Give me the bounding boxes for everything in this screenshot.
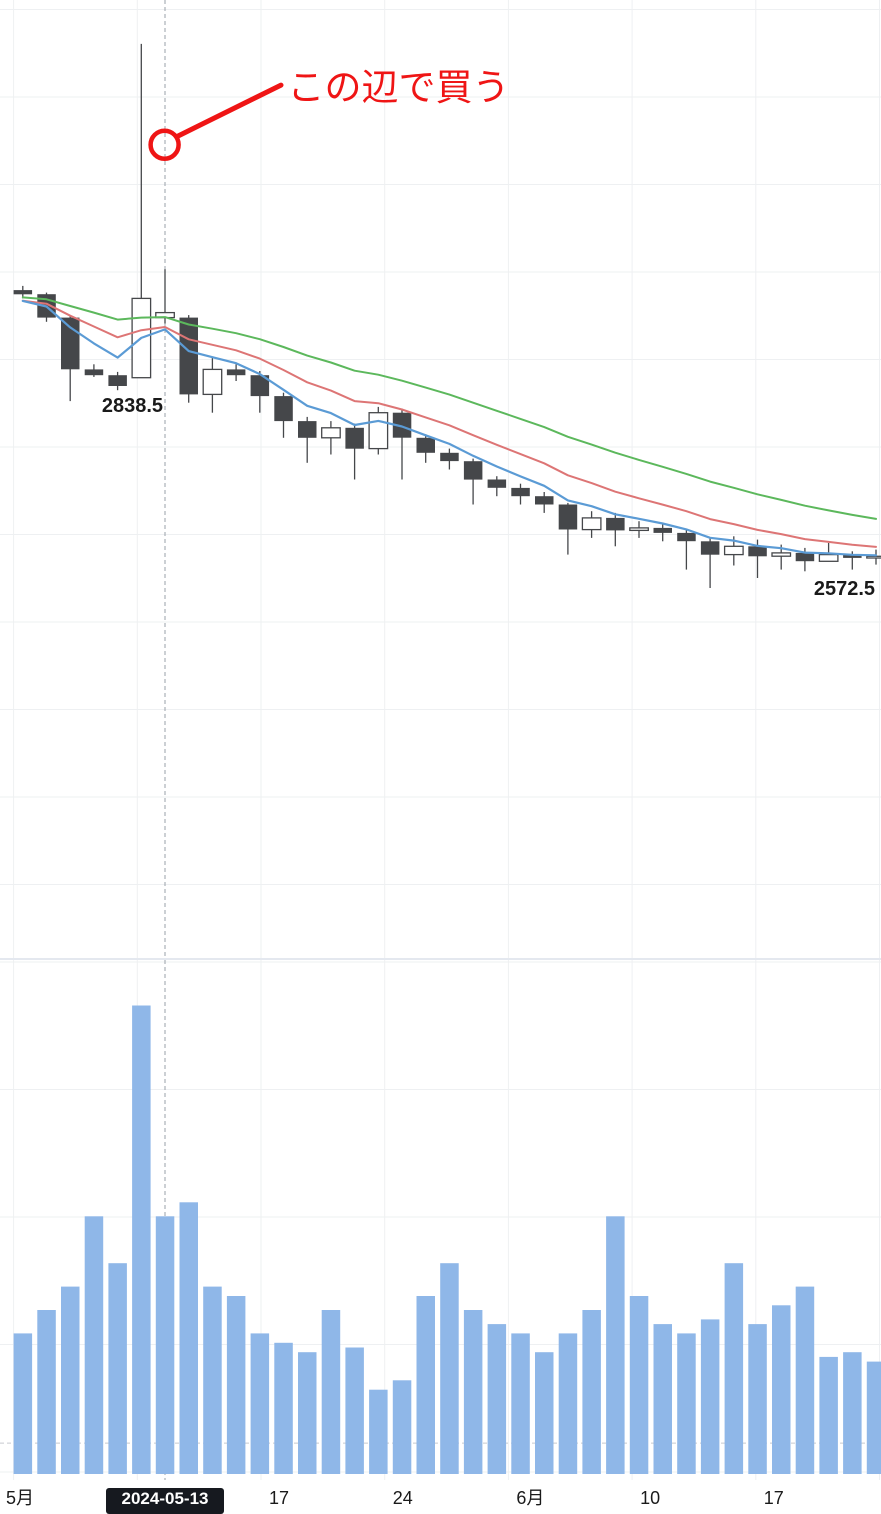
svg-text:10: 10 — [640, 1488, 660, 1508]
svg-text:17: 17 — [269, 1488, 289, 1508]
svg-text:24: 24 — [393, 1488, 413, 1508]
svg-text:この辺で買う: この辺で買う — [288, 67, 510, 108]
svg-text:2838.5: 2838.5 — [102, 395, 163, 417]
svg-text:6月: 6月 — [516, 1488, 544, 1508]
svg-text:17: 17 — [764, 1488, 784, 1508]
svg-text:2572.5: 2572.5 — [814, 578, 875, 600]
svg-text:2024-05-13: 2024-05-13 — [122, 1489, 209, 1508]
svg-text:5月: 5月 — [6, 1488, 34, 1508]
